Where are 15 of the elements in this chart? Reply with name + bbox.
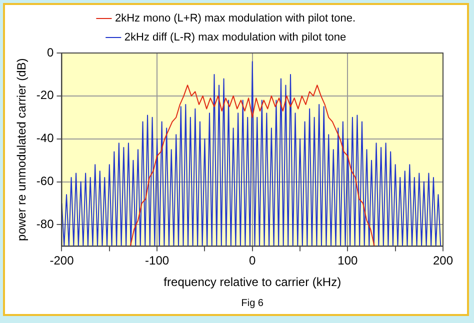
y-tick-label: -40 — [36, 131, 54, 146]
x-tick-label: 0 — [249, 254, 256, 268]
x-tick-label: 100 — [338, 254, 358, 268]
legend-label: 2kHz diff (L-R) max modulation with pilot tone — [124, 32, 346, 44]
y-tick-label: -80 — [36, 217, 54, 232]
x-tick-label: -200 — [50, 254, 74, 268]
x-axis-title: frequency relative to carrier (kHz) — [164, 275, 342, 290]
y-axis-title: power re unmodulated carrier (dB) — [14, 58, 29, 241]
x-tick-label: -100 — [145, 254, 170, 268]
y-tick-label: -20 — [36, 88, 54, 102]
legend-label: 2kHz mono (L+R) max modulation with pilot tone. — [114, 12, 356, 25]
y-tick-label: -60 — [36, 174, 54, 188]
caption: Fig 6 — [241, 298, 264, 309]
y-tick-label: 0 — [47, 45, 54, 60]
x-tick-label: 200 — [432, 254, 454, 268]
